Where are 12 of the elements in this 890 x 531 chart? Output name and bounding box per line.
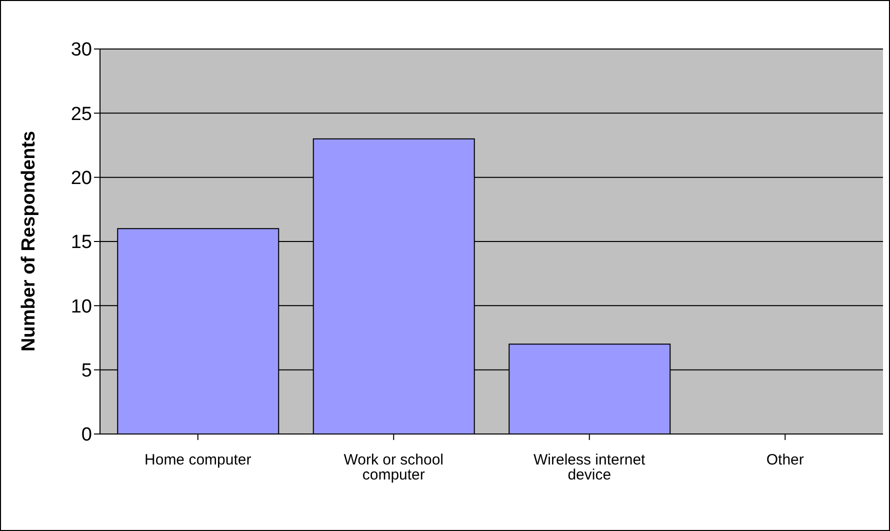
y-tick-label: 5 (81, 360, 92, 382)
y-axis-title: Number of Respondents (18, 130, 40, 352)
y-tick-label: 20 (70, 168, 92, 190)
y-tick-label: 0 (81, 424, 92, 446)
y-tick-label: 15 (70, 232, 92, 254)
x-tick-label: Home computer (144, 452, 252, 469)
x-tick-label: Other (766, 452, 804, 469)
y-tick-label: 10 (70, 296, 92, 318)
y-tick-label: 25 (70, 104, 92, 125)
x-tick-label: Work or school computer (344, 452, 444, 484)
y-tick-label: 30 (70, 40, 92, 61)
x-tick-label: Wireless internet device (534, 452, 646, 484)
